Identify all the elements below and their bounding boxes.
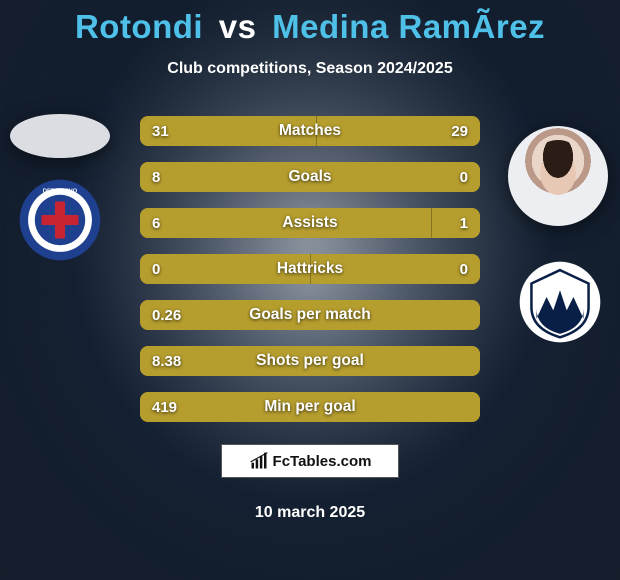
stat-value-left: 0.26 — [140, 300, 193, 330]
stat-value-left: 31 — [140, 116, 181, 146]
player1-club-badge: DEPORTIVO — [18, 178, 102, 262]
stat-label: Assists — [140, 208, 480, 238]
title-player2: Medina RamÃ­rez — [272, 8, 545, 45]
stat-value-left: 419 — [140, 392, 189, 422]
stat-value-right: 29 — [439, 116, 480, 146]
stat-value-right: 0 — [448, 162, 480, 192]
stat-row: Hattricks0 0 — [140, 254, 480, 284]
date-line: 10 march 2025 — [0, 504, 620, 522]
monterrey-icon — [518, 260, 602, 344]
stat-label: Goals — [140, 162, 480, 192]
stat-value-left: 8 — [140, 162, 172, 192]
stat-label: Matches — [140, 116, 480, 146]
chart-icon — [249, 451, 269, 471]
branding-text: FcTables.com — [273, 453, 372, 470]
stat-row: Matches31 29 — [140, 116, 480, 146]
title-vs: vs — [219, 8, 257, 45]
stat-row: Shots per goal8.38 — [140, 346, 480, 376]
title-player1: Rotondi — [75, 8, 203, 45]
stat-row: Min per goal419 — [140, 392, 480, 422]
stat-value-right — [456, 392, 480, 422]
player2-avatar — [508, 126, 608, 226]
stat-value-right: 1 — [448, 208, 480, 238]
stat-value-left: 0 — [140, 254, 172, 284]
stat-label: Min per goal — [140, 392, 480, 422]
stat-value-right: 0 — [448, 254, 480, 284]
subtitle: Club competitions, Season 2024/2025 — [0, 60, 620, 78]
stat-value-right — [456, 346, 480, 376]
stat-label: Hattricks — [140, 254, 480, 284]
player2-club-badge — [518, 260, 602, 344]
branding-badge: FcTables.com — [221, 444, 399, 478]
page-title: Rotondi vs Medina RamÃ­rez — [0, 0, 620, 46]
stat-row: Assists6 1 — [140, 208, 480, 238]
content-root: Rotondi vs Medina RamÃ­rez Club competit… — [0, 0, 620, 580]
cruz-azul-icon: DEPORTIVO — [18, 178, 102, 262]
stat-row: Goals per match0.26 — [140, 300, 480, 330]
stat-value-left: 8.38 — [140, 346, 193, 376]
svg-text:DEPORTIVO: DEPORTIVO — [43, 188, 78, 194]
stat-value-right — [456, 300, 480, 330]
stat-value-left: 6 — [140, 208, 172, 238]
stat-row: Goals8 0 — [140, 162, 480, 192]
player1-avatar — [10, 114, 110, 158]
